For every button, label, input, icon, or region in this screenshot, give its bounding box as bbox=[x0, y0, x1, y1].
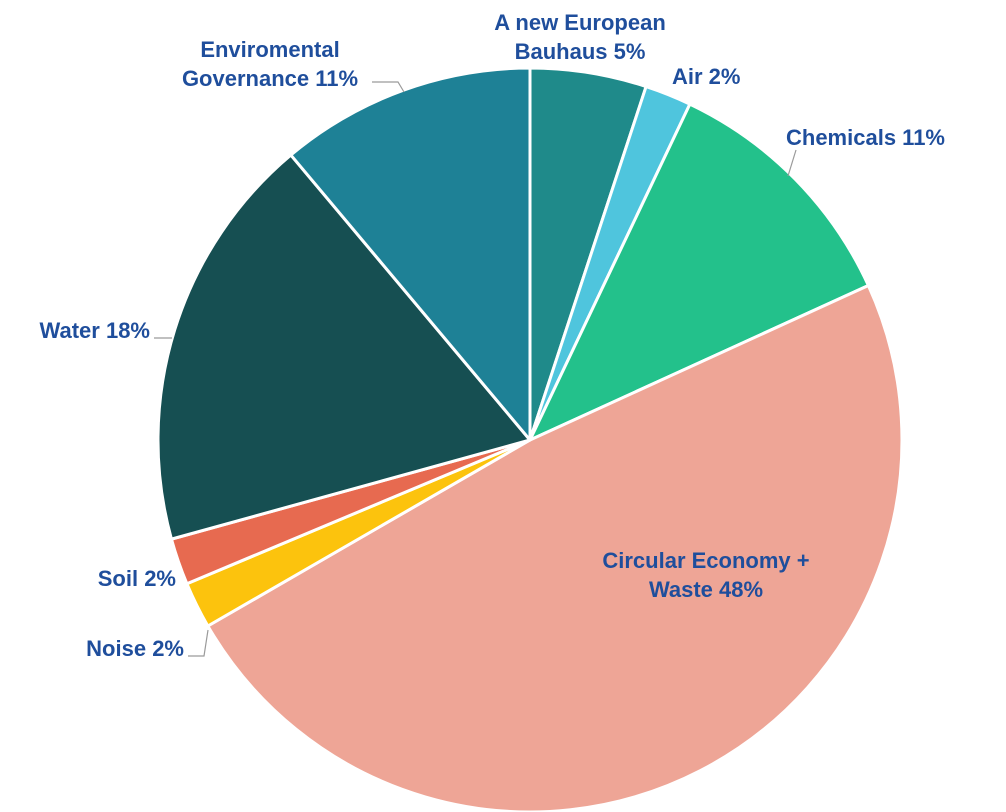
slice-label-noise: Noise 2% bbox=[86, 636, 184, 661]
slice-label-line: Noise 2% bbox=[86, 636, 184, 661]
pie-slice-chemicals bbox=[528, 102, 870, 442]
label-leaders bbox=[154, 81, 797, 657]
slice-label-line: Enviromental bbox=[200, 37, 339, 62]
slice-label-circular-economy-waste: Circular Economy + Waste 48% bbox=[602, 548, 809, 602]
slice-label-line: Governance 11% bbox=[182, 66, 358, 91]
slice-label-line: Air 2% bbox=[672, 64, 740, 89]
pie-slice-water bbox=[156, 153, 532, 541]
pie-slices bbox=[156, 66, 904, 812]
slice-label-enviromental-governance: Enviromental Governance 11% bbox=[182, 37, 358, 91]
slice-labels: A new European Bauhaus 5% Air 2% Chemicals … bbox=[40, 10, 945, 661]
slice-label-chemicals: Chemicals 11% bbox=[786, 125, 945, 150]
slice-label-a-new-european-bauhaus: A new European Bauhaus 5% bbox=[494, 10, 666, 64]
slice-label-line: Chemicals 11% bbox=[786, 125, 945, 150]
slice-label-line: A new European bbox=[494, 10, 666, 35]
slice-label-air: Air 2% bbox=[672, 64, 740, 89]
slice-label-soil: Soil 2% bbox=[98, 566, 176, 591]
slice-label-water: Water 18% bbox=[40, 318, 150, 343]
slice-label-line: Bauhaus 5% bbox=[515, 39, 646, 64]
slice-label-line: Circular Economy + bbox=[602, 548, 809, 573]
slice-label-line: Soil 2% bbox=[98, 566, 176, 591]
leader-line-chemicals bbox=[787, 149, 797, 177]
slice-label-line: Water 18% bbox=[40, 318, 150, 343]
slice-label-line: Waste 48% bbox=[649, 577, 763, 602]
leader-line-enviromental-governance bbox=[372, 81, 405, 93]
leader-line-noise bbox=[188, 629, 209, 657]
pie-slice-circular-economy-waste bbox=[206, 283, 904, 812]
